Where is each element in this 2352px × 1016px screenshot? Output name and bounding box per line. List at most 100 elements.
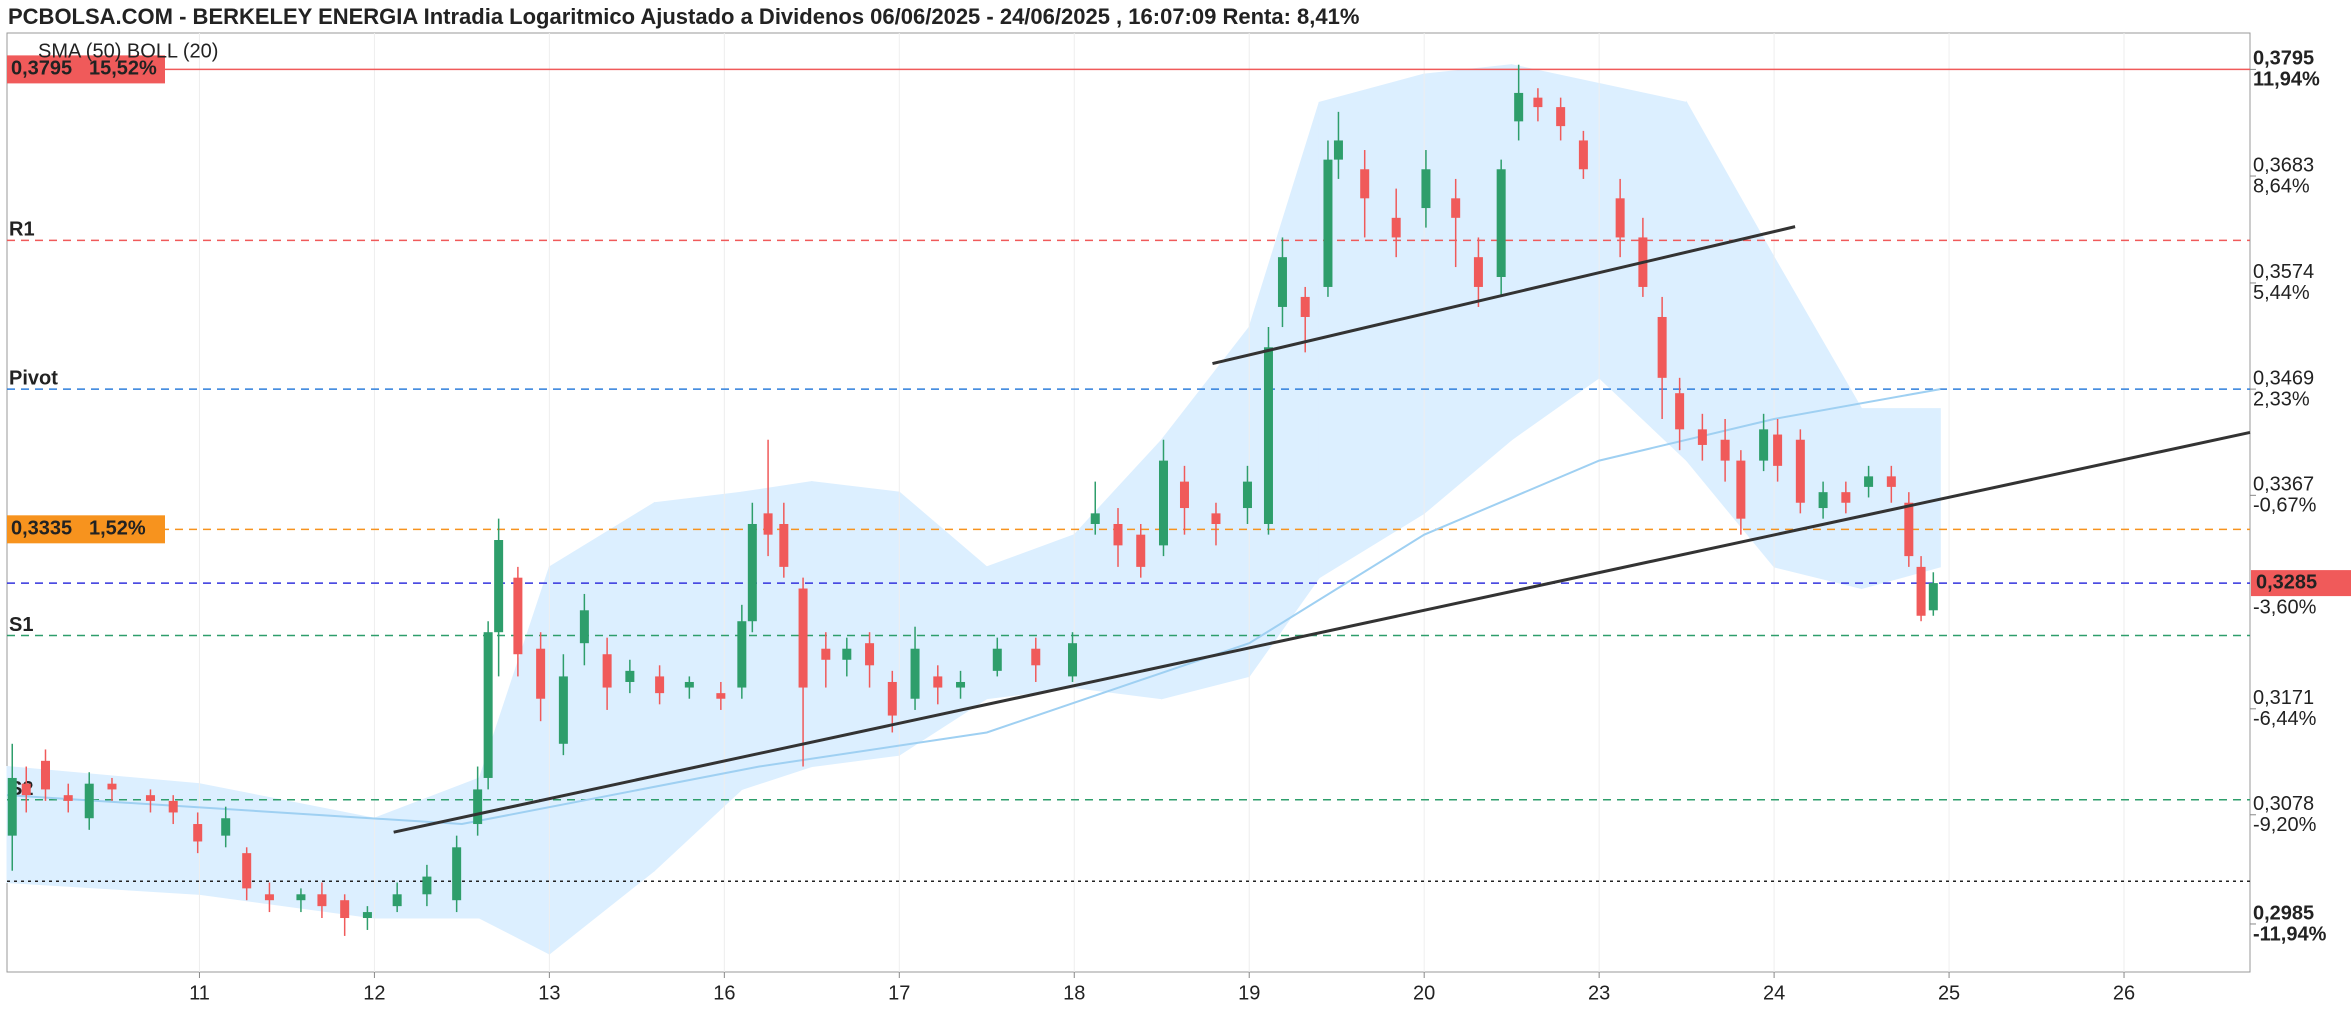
candle-body	[340, 900, 350, 919]
candle-body	[1068, 643, 1078, 677]
candle-body	[242, 853, 252, 889]
candle-body	[1158, 460, 1168, 546]
layer: 11 12 13 16 17 18 19 20 23 24 25 260,379511,94%0,36…	[6, 33, 2351, 1004]
candle-body	[779, 523, 789, 567]
candle-body	[1657, 316, 1667, 378]
y-tick-change: -11,94%	[2253, 923, 2327, 945]
candle-body	[910, 648, 920, 699]
y-tick-label: 0,3574	[2253, 261, 2314, 283]
candle-body	[1675, 393, 1685, 430]
level-label: R1	[9, 219, 35, 241]
candle-body	[264, 894, 274, 901]
candle-body	[536, 648, 546, 699]
y-tick-label: 0,3469	[2253, 367, 2314, 389]
y-tick-change: 8,64%	[2253, 175, 2310, 197]
candle-body	[1136, 534, 1146, 567]
candle-body	[1759, 429, 1769, 461]
candle-body	[452, 847, 462, 901]
candle-body	[1886, 476, 1896, 487]
y-tick-label: 0,3795	[2253, 48, 2314, 70]
candle-body	[1773, 434, 1783, 466]
last-price-label: 0,3285	[2256, 571, 2317, 593]
trendline	[1212, 225, 1796, 366]
candle-body	[1720, 439, 1730, 461]
candle-body	[1113, 523, 1123, 546]
trendline	[393, 430, 2251, 834]
candle-body	[1263, 347, 1273, 524]
candle-body	[1795, 439, 1805, 503]
x-tick-label: 26	[2113, 982, 2135, 1004]
y-tick-change: -0,67%	[2253, 495, 2317, 517]
candle-body	[21, 783, 31, 796]
candle-body	[483, 632, 493, 778]
price-tag-change: 15,52%	[89, 58, 157, 80]
candle-body	[168, 800, 178, 813]
last-price-change: -3,60%	[2253, 596, 2317, 618]
price-tag-change: 1,52%	[89, 518, 146, 540]
candle-body	[422, 876, 432, 895]
candle-body	[1556, 107, 1566, 127]
y-tick-change: -9,20%	[2253, 814, 2317, 836]
candle-body	[1818, 492, 1828, 509]
candle-body	[737, 621, 747, 688]
x-tick-label: 19	[1238, 982, 1260, 1004]
x-tick-label: 24	[1763, 982, 1785, 1004]
candle-body	[1211, 513, 1221, 524]
x-tick-label: 13	[538, 982, 560, 1004]
candle-body	[655, 676, 665, 694]
candle-body	[1533, 97, 1543, 108]
candle-body	[1864, 476, 1874, 487]
price-tag-label: 0,3335	[11, 518, 72, 540]
candle-body	[887, 681, 897, 716]
candle-body	[716, 693, 726, 699]
y-tick-change: 11,94%	[2253, 69, 2320, 91]
candle-body	[798, 588, 808, 688]
y-tick-label: 0,3683	[2253, 154, 2314, 176]
candle-body	[579, 610, 589, 644]
candle-body	[821, 648, 831, 660]
sma-line	[6, 388, 1941, 826]
candle-body	[865, 643, 875, 666]
bollinger-band	[811, 481, 900, 768]
candle-body	[193, 824, 203, 842]
candle-body	[296, 894, 306, 901]
candle-body	[625, 670, 635, 682]
candle-body	[747, 523, 757, 622]
candle-body	[1421, 169, 1431, 209]
candle-body	[513, 577, 523, 655]
candle-body	[1473, 257, 1483, 287]
y-tick-label: 0,2985	[2253, 902, 2314, 924]
bollinger-band	[1511, 64, 1600, 441]
bollinger-band	[1861, 408, 1941, 590]
candle-body	[992, 648, 1002, 671]
candle-body	[1928, 583, 1938, 611]
last-price-tag	[2251, 570, 2351, 597]
candle-body	[1578, 140, 1588, 170]
candle-body	[494, 540, 504, 633]
candle-body	[1323, 159, 1333, 287]
bollinger-band	[1423, 64, 1513, 515]
candle-body	[7, 777, 17, 836]
x-tick-label: 25	[1938, 982, 1960, 1004]
candle-body	[558, 676, 568, 744]
candle-body	[1391, 217, 1401, 238]
candle-body	[1736, 460, 1746, 519]
candle-body	[1514, 92, 1524, 122]
candle-body	[40, 760, 50, 790]
indicator-label: SMA (50) BOLL (20)	[38, 40, 218, 62]
candle-body	[63, 795, 73, 801]
candle-body	[1300, 296, 1310, 317]
x-tick-label: 18	[1063, 982, 1085, 1004]
candle-body	[1841, 492, 1851, 503]
candle-body	[1090, 513, 1100, 524]
x-tick-label: 11	[189, 982, 210, 1004]
price-tag-label: 0,3795	[11, 58, 72, 80]
candle-body	[1916, 566, 1926, 616]
price-tag	[7, 515, 165, 544]
candle-body	[842, 648, 852, 660]
x-tick-label: 20	[1413, 982, 1435, 1004]
candle-body	[107, 783, 117, 790]
candle-body	[362, 912, 372, 919]
candle-body	[956, 681, 966, 688]
